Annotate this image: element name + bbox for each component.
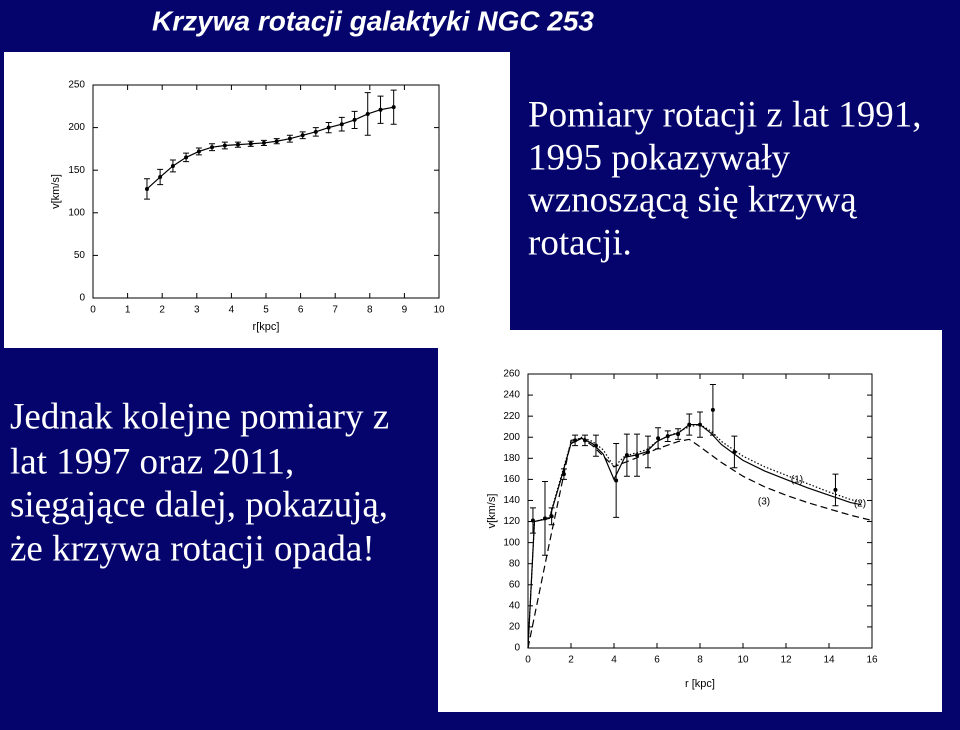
x-tick-label: 3	[194, 305, 200, 316]
series-line	[527, 423, 862, 649]
data-point	[339, 122, 344, 127]
x-tick-label: 6	[654, 655, 660, 666]
x-tick-label: 14	[823, 655, 835, 666]
series-line	[527, 437, 873, 649]
data-point	[261, 140, 266, 145]
y-tick-label: 0	[514, 643, 520, 654]
y-tick-label: 50	[74, 250, 86, 261]
y-tick-label: 240	[503, 390, 520, 401]
x-tick-label: 1	[125, 305, 131, 316]
y-tick-label: 0	[79, 293, 85, 304]
data-point	[391, 105, 396, 110]
data-point	[158, 175, 163, 180]
data-point	[274, 139, 279, 144]
data-point	[352, 117, 357, 122]
x-tick-label: 4	[611, 655, 617, 666]
y-tick-label: 100	[503, 537, 520, 548]
text-line: 1995 pokazywały	[528, 137, 791, 178]
y-axis-label: v[km/s]	[50, 174, 62, 209]
y-tick-label: 200	[68, 122, 85, 133]
series-line	[146, 106, 394, 190]
text-line: wznoszącą się krzywą	[528, 179, 857, 220]
text-line: rotacji.	[528, 222, 632, 263]
y-tick-label: 150	[68, 165, 85, 176]
x-tick-label: 2	[159, 305, 165, 316]
data-point	[710, 407, 715, 412]
chart-panel	[4, 52, 510, 348]
data-point	[656, 436, 661, 441]
data-point	[313, 129, 318, 134]
y-tick-label: 120	[503, 516, 520, 527]
y-tick-label: 250	[68, 80, 85, 91]
data-point	[833, 487, 838, 492]
y-tick-label: 200	[503, 432, 520, 443]
text-line: Pomiary rotacji z lat 1991,	[528, 94, 922, 135]
x-tick-label: 4	[229, 305, 235, 316]
y-tick-label: 260	[503, 369, 520, 380]
data-point	[196, 149, 201, 154]
x-axis-label: r[kpc]	[253, 321, 280, 333]
x-axis-label: r [kpc]	[685, 678, 715, 690]
curve-label: (2)	[854, 499, 866, 510]
data-point	[365, 111, 370, 116]
data-point	[378, 107, 383, 112]
text-line: że krzywa rotacji opada!	[10, 528, 375, 569]
data-point	[222, 143, 227, 148]
text-line: sięgające dalej, pokazują,	[10, 484, 388, 525]
x-tick-label: 9	[402, 305, 408, 316]
x-tick-label: 7	[332, 305, 338, 316]
data-point	[144, 186, 149, 191]
curve-label: (1)	[791, 475, 803, 486]
data-point	[326, 125, 331, 130]
data-point	[184, 155, 189, 160]
y-tick-label: 60	[509, 579, 521, 590]
y-tick-label: 80	[509, 558, 521, 569]
y-tick-label: 140	[503, 495, 520, 506]
data-point	[248, 141, 253, 146]
x-tick-label: 8	[367, 305, 373, 316]
x-tick-label: 6	[298, 305, 304, 316]
x-tick-label: 16	[866, 655, 878, 666]
slide-title: Krzywa rotacji galaktyki NGC 253	[152, 5, 594, 36]
text-line: lat 1997 oraz 2011,	[10, 441, 294, 482]
text-line: Jednak kolejne pomiary z	[10, 396, 389, 437]
x-tick-label: 5	[263, 305, 269, 316]
data-point	[300, 133, 305, 138]
x-tick-label: 0	[90, 305, 96, 316]
curve-label: (3)	[758, 497, 770, 508]
x-tick-label: 2	[568, 655, 574, 666]
data-point	[235, 142, 240, 147]
data-point	[170, 163, 175, 168]
x-tick-label: 12	[780, 655, 792, 666]
y-axis-label: v[km/s]	[486, 494, 498, 529]
x-tick-label: 8	[697, 655, 703, 666]
y-tick-label: 100	[68, 207, 85, 218]
y-tick-label: 40	[509, 600, 521, 611]
y-tick-label: 220	[503, 411, 520, 422]
data-point	[210, 145, 215, 150]
x-tick-label: 10	[433, 305, 445, 316]
data-point	[614, 478, 619, 483]
y-tick-label: 160	[503, 474, 520, 485]
data-point	[287, 136, 292, 141]
x-tick-label: 0	[525, 655, 531, 666]
x-tick-label: 10	[737, 655, 749, 666]
y-tick-label: 20	[509, 622, 521, 633]
y-tick-label: 180	[503, 453, 520, 464]
